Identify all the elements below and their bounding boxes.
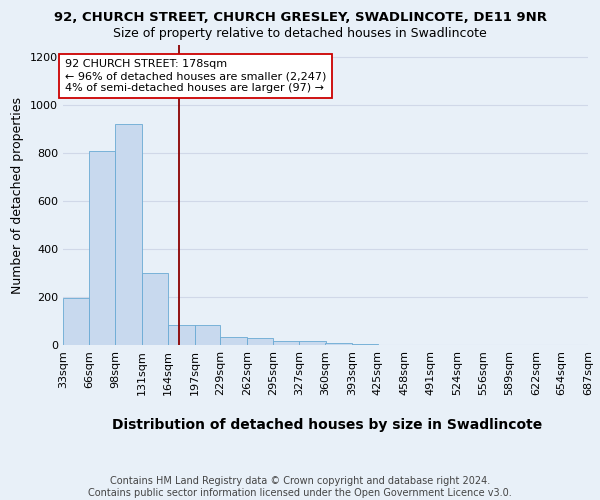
Text: 92, CHURCH STREET, CHURCH GRESLEY, SWADLINCOTE, DE11 9NR: 92, CHURCH STREET, CHURCH GRESLEY, SWADL… bbox=[53, 11, 547, 24]
Bar bbox=[274, 342, 299, 345]
Bar bbox=[352, 344, 377, 345]
Text: 92 CHURCH STREET: 178sqm
← 96% of detached houses are smaller (2,247)
4% of semi: 92 CHURCH STREET: 178sqm ← 96% of detach… bbox=[65, 60, 326, 92]
Bar bbox=[325, 342, 352, 345]
Bar bbox=[194, 324, 220, 345]
Bar bbox=[299, 342, 325, 345]
Bar bbox=[89, 150, 115, 345]
Text: Contains HM Land Registry data © Crown copyright and database right 2024.
Contai: Contains HM Land Registry data © Crown c… bbox=[88, 476, 512, 498]
Y-axis label: Number of detached properties: Number of detached properties bbox=[11, 96, 25, 294]
Bar bbox=[168, 324, 194, 345]
Bar bbox=[142, 273, 168, 345]
Bar bbox=[115, 124, 142, 345]
Bar bbox=[63, 298, 89, 345]
Text: Distribution of detached houses by size in Swadlincote: Distribution of detached houses by size … bbox=[112, 418, 542, 432]
Text: Size of property relative to detached houses in Swadlincote: Size of property relative to detached ho… bbox=[113, 28, 487, 40]
Bar bbox=[247, 338, 274, 345]
Bar bbox=[220, 336, 247, 345]
